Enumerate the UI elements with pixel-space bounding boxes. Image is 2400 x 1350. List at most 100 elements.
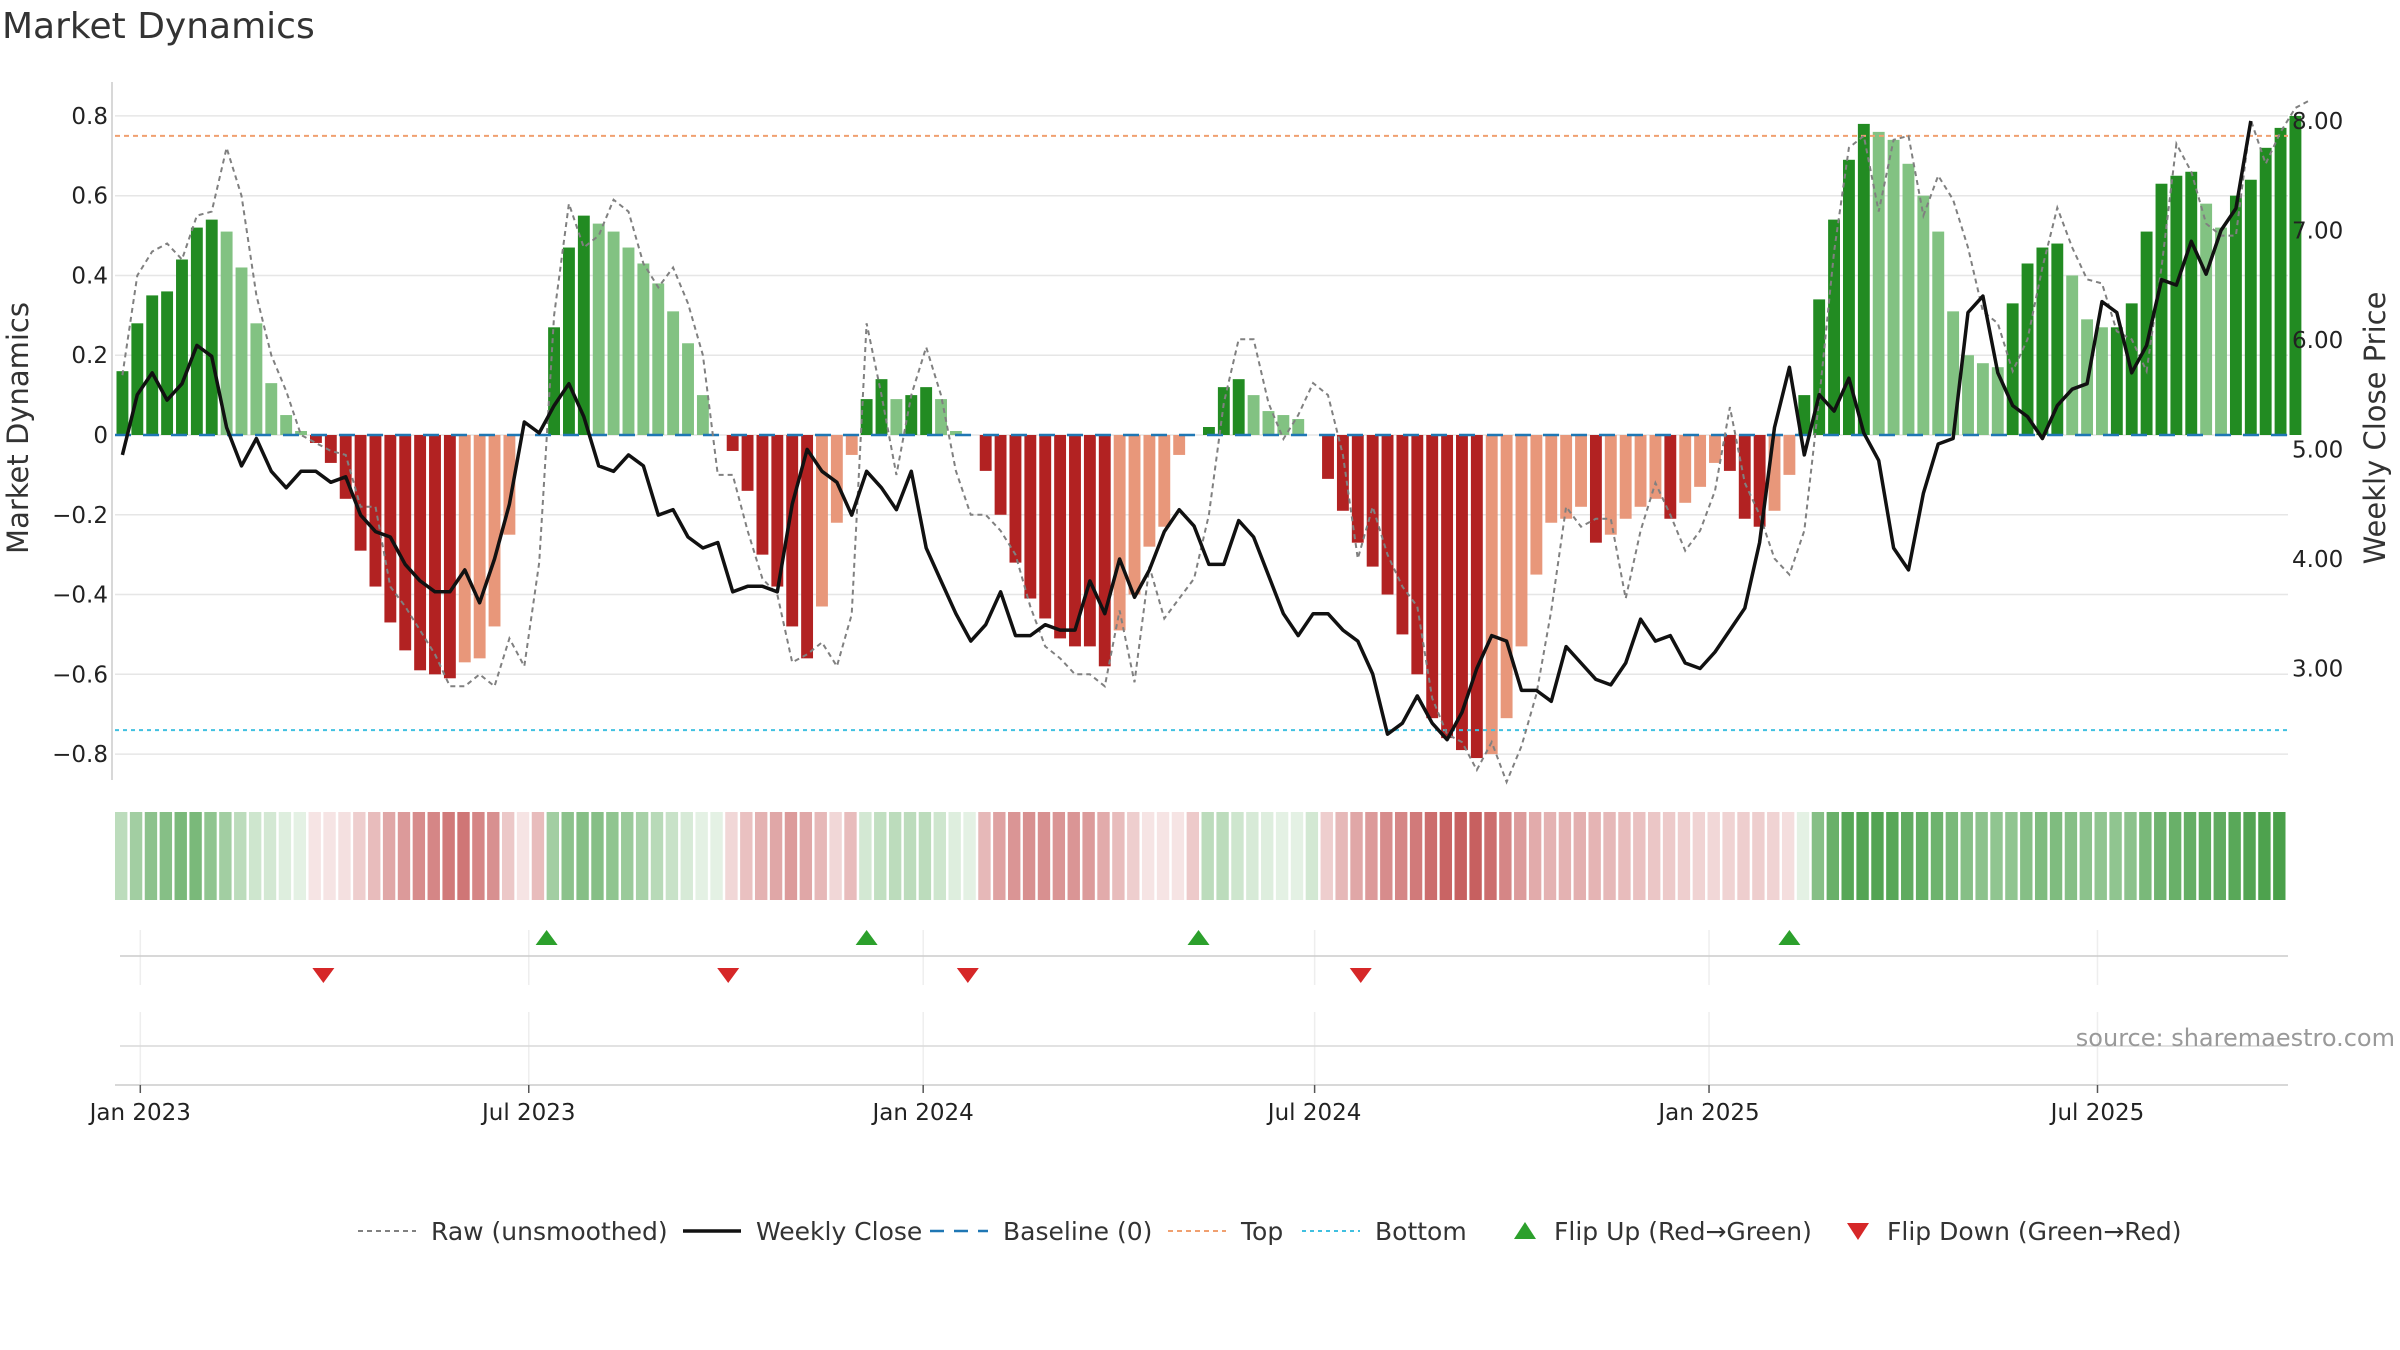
dynamics-bar (2200, 203, 2213, 435)
dynamics-bar (1515, 434, 1528, 647)
heat-cell (412, 812, 426, 900)
heat-cell (1826, 812, 1839, 900)
dynamics-bar (1203, 427, 1215, 435)
heat-cell (1901, 812, 1914, 900)
right-y-axis: 8.00 7.00 6.00 5.00 4.00 3.00 (2292, 109, 2343, 683)
dynamics-bar (176, 259, 188, 435)
dynamics-bar (488, 434, 501, 627)
heat-cell (1246, 812, 1259, 900)
dynamics-bar (949, 431, 962, 435)
legend-item-top: Top (1168, 1217, 1283, 1246)
heat-cell (189, 812, 202, 900)
dynamics-bar (2244, 179, 2257, 435)
heat-cell (2124, 812, 2137, 900)
legend-item-raw: Raw (unsmoothed) (358, 1217, 668, 1246)
dynamics-bar (1426, 434, 1439, 719)
raw-series (121, 99, 2311, 785)
heat-cell (1811, 812, 1825, 900)
dynamics-bar (1828, 219, 1840, 435)
flip-up-marker (855, 930, 878, 945)
heat-cell (1930, 812, 1944, 900)
heat-cell (933, 812, 946, 900)
heat-cell (1856, 812, 1869, 900)
dynamics-bar (1173, 434, 1186, 455)
heat-cell (1067, 812, 1080, 900)
dynamics-bar (979, 434, 992, 471)
dynamics-bar (652, 283, 665, 435)
dynamics-bar (607, 231, 620, 435)
dynamics-bar (830, 434, 843, 523)
heat-cell (115, 812, 128, 900)
heat-cell (710, 812, 723, 900)
heat-cell (784, 812, 798, 900)
y-right-tick-label: 6.00 (2292, 328, 2343, 354)
y-tick-label: 0.6 (71, 184, 108, 210)
y-right-tick-label: 7.00 (2292, 218, 2343, 244)
heat-cell (1186, 812, 1199, 900)
heat-strip (115, 812, 2286, 900)
dynamics-bar (458, 434, 471, 663)
dynamics-bar (890, 399, 903, 435)
heat-cell (1439, 812, 1453, 900)
x-tick-label: Jul 2023 (480, 1100, 576, 1126)
heat-cell (2049, 812, 2063, 900)
heat-cell (1871, 812, 1884, 900)
heat-cell (278, 812, 292, 900)
heat-cell (353, 812, 366, 900)
dynamics-bar (309, 434, 322, 443)
flip-up-marker (1778, 930, 1801, 945)
heat-cell (1275, 812, 1289, 900)
heat-cell (1841, 812, 1854, 900)
dynamics-bars (116, 115, 2302, 759)
dynamics-bar (1589, 434, 1602, 543)
heat-cell (1915, 812, 1929, 900)
heat-cell (1409, 812, 1423, 900)
dynamics-bar (280, 415, 293, 435)
legend-item-baseline: Baseline (0) (930, 1217, 1152, 1246)
dynamics-bar (1322, 434, 1334, 479)
heat-cell (1737, 812, 1750, 900)
heat-cell (2198, 812, 2212, 900)
dynamics-bar (2274, 127, 2287, 435)
dynamics-bar (1768, 434, 1781, 511)
heat-cell (963, 812, 976, 900)
dynamics-bar (161, 291, 174, 435)
heat-cell (1886, 812, 1899, 900)
flip-down-marker (717, 968, 740, 983)
dynamics-bar (116, 371, 129, 435)
dynamics-bar (324, 434, 337, 463)
heat-cell (1231, 812, 1244, 900)
heat-cell (1767, 812, 1780, 900)
y-tick-label: −0.2 (52, 503, 108, 529)
dynamics-bar (1530, 434, 1543, 575)
dynamics-bar (548, 327, 561, 435)
heat-cell (1394, 812, 1408, 900)
dynamics-bar (1604, 434, 1617, 535)
dynamics-bar (771, 434, 784, 587)
flip-down-marker (956, 968, 979, 983)
heat-cell (2273, 812, 2286, 900)
dynamics-bar (1664, 434, 1677, 519)
heat-cell (1469, 812, 1482, 900)
dynamics-bar (235, 267, 248, 435)
dynamics-bar (816, 434, 828, 607)
heat-cell (397, 812, 411, 900)
heat-cell (308, 812, 321, 900)
heat-cell (1022, 812, 1036, 900)
dynamics-bar (1411, 434, 1424, 675)
x-axis: Jan 2023 Jul 2023 Jan 2024 Jul 2024 Jan 2025… (88, 1085, 2144, 1126)
heat-cell (1528, 812, 1542, 900)
y-tick-label: −0.4 (52, 583, 108, 609)
dynamics-bar (1485, 434, 1498, 755)
heat-cell (368, 812, 381, 900)
dynamics-bar (1619, 434, 1632, 519)
heat-cell (814, 812, 827, 900)
dynamics-bar (443, 434, 456, 679)
dynamics-bar (786, 434, 799, 627)
dynamics-bar (2066, 275, 2079, 435)
heat-cell (1335, 812, 1348, 900)
dynamics-bar (935, 399, 947, 435)
dynamics-bar (2140, 231, 2153, 435)
heat-cell (1201, 812, 1214, 900)
heat-cell (1320, 812, 1333, 900)
